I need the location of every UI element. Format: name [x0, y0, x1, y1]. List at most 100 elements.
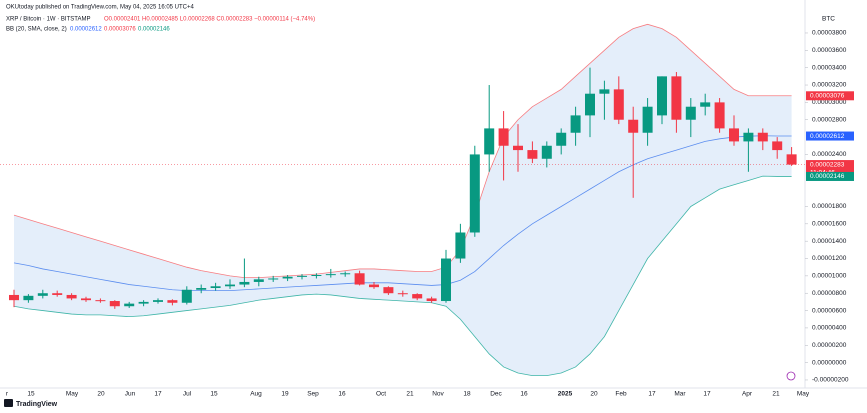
candle-body [253, 279, 264, 282]
candle-body [426, 298, 437, 302]
candle-body [642, 106, 653, 133]
x-tick-label: Jul [183, 391, 192, 398]
candle-body [527, 150, 538, 159]
candle-body [354, 273, 365, 285]
x-tick-label: 2025 [558, 391, 573, 398]
x-tick-label: Aug [250, 391, 262, 398]
ohlc: O0.00002401 H0.00002485 L0.00002268 C0.0… [104, 17, 315, 23]
price-label: 0.00002283 [810, 161, 845, 168]
x-tick-label: Nov [432, 391, 444, 398]
candle-body [369, 284, 379, 288]
x-tick-label: Sep [307, 391, 319, 398]
price-label: 0.00002146 [810, 173, 845, 180]
candle-body [729, 128, 739, 142]
candle-body [585, 93, 595, 116]
price-label-box [806, 91, 854, 101]
candle-body [772, 141, 783, 151]
candle-body [613, 89, 624, 120]
candle-body [628, 119, 639, 133]
indicator-name: BB (20, SMA, close, 2) [6, 27, 67, 33]
candle-body [124, 303, 135, 307]
candle-body [167, 300, 178, 303]
candle-body [282, 276, 293, 279]
x-tick-label: 15 [27, 391, 35, 398]
y-tick-label: 0.00003200 [812, 82, 847, 89]
band-line [13, 135, 792, 292]
y-tick-label: 0.00000000 [812, 359, 847, 366]
symbol: XRP / Bitcoin · 1W · BITSTAMP [6, 17, 90, 23]
x-tick-label: Oct [376, 391, 386, 398]
candle-body [498, 128, 509, 146]
candle-body [541, 145, 552, 159]
y-tick-label: 0.00000400 [812, 325, 847, 332]
candle-body [657, 76, 667, 116]
band-line [13, 175, 792, 377]
candle-body [743, 132, 754, 142]
y-tick-label: 0.00003600 [812, 47, 847, 54]
price-label-box [806, 131, 854, 141]
candle-body [210, 286, 221, 289]
candle-body [599, 89, 610, 94]
y-tick-label: 0.00000800 [812, 290, 847, 297]
candle-body [81, 298, 91, 301]
candle-body [37, 293, 48, 296]
candle-body [23, 295, 34, 301]
candle-body [441, 258, 451, 302]
x-tick-label: Feb [615, 391, 627, 398]
x-tick-label: 17 [703, 391, 711, 398]
logo-icon [4, 399, 13, 407]
x-tick-label: Dec [490, 391, 502, 398]
candle-body [700, 102, 711, 107]
y-tick-label: -0.00000200 [812, 377, 849, 384]
x-tick-label: May [797, 391, 810, 398]
x-tick-label: r [6, 391, 9, 398]
unit: BTC [822, 16, 835, 23]
y-tick-label: 0.00001400 [812, 238, 847, 245]
candle-body [52, 293, 63, 295]
candle-body [513, 145, 523, 151]
y-tick-label: 0.00001800 [812, 203, 847, 210]
candle-body [340, 273, 351, 275]
band-fill [14, 24, 792, 376]
candle-body [66, 294, 77, 299]
logo: TradingView [16, 401, 58, 408]
candle-body [383, 287, 394, 294]
candle-body [469, 154, 480, 233]
x-tick-label: May [66, 391, 79, 398]
y-tick-label: 0.00001200 [812, 255, 847, 262]
x-tick-label: 18 [463, 391, 471, 398]
y-tick-label: 0.00000600 [812, 307, 847, 314]
candle-body [268, 278, 279, 280]
candle-body [685, 106, 696, 120]
candle-body [95, 300, 106, 302]
candle-body [9, 294, 19, 301]
candle-body [153, 300, 163, 302]
candle-body [757, 132, 768, 142]
candle-body [297, 275, 307, 277]
y-tick-label: 0.00002400 [812, 151, 847, 158]
price-label: 0.00003076 [810, 93, 845, 100]
candle-body [556, 132, 567, 146]
indicator-value: 0.00002146 [138, 27, 170, 33]
event-icon[interactable] [786, 371, 796, 381]
x-tick-label: Mar [674, 391, 686, 398]
y-tick-label: 0.00002800 [812, 116, 847, 123]
candle-body [412, 294, 423, 299]
x-tick-label: 21 [406, 391, 414, 398]
candle-body [181, 289, 192, 303]
y-tick-label: 0.00003400 [812, 64, 847, 71]
candle-body [311, 275, 322, 277]
publisher: OKUtoday published on TradingView.com, M… [6, 5, 194, 11]
x-tick-label: Apr [742, 391, 753, 398]
price-label: 0.00002612 [810, 133, 845, 140]
y-tick-label: 0.00003800 [812, 30, 847, 37]
candle-body [138, 301, 149, 304]
price-label-box [806, 171, 854, 181]
x-tick-label: 16 [338, 391, 346, 398]
y-tick-label: 0.00001600 [812, 221, 847, 228]
x-tick-label: 16 [520, 391, 528, 398]
x-tick-label: 19 [281, 391, 289, 398]
candle-body [196, 288, 207, 290]
